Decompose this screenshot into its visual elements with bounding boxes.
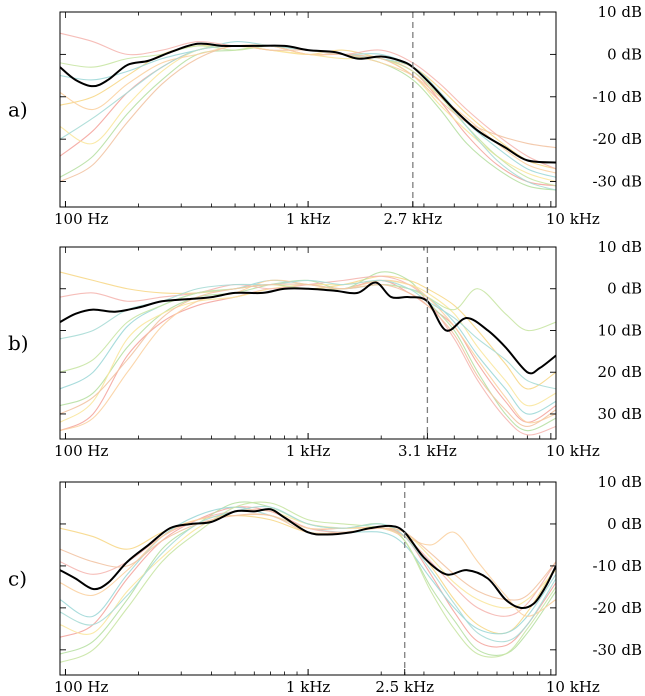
plot-frame — [59, 246, 557, 440]
plot-frame — [59, 11, 557, 208]
y-tick-label: -30 dB — [592, 173, 642, 191]
trial-curve — [60, 283, 556, 428]
x-tick-label: 2.7 kHz — [383, 210, 442, 228]
y-tick-label: -20 dB — [592, 599, 642, 617]
x-tick-label: 10 kHz — [546, 442, 600, 460]
y-tick-label: 10 dB — [598, 321, 642, 339]
y-tick-label: 30 dB — [598, 405, 642, 423]
x-tick-label: 100 Hz — [54, 210, 108, 228]
y-tick-label: 10 dB — [598, 238, 642, 256]
x-tick-label: 1 kHz — [286, 210, 330, 228]
trial-curve — [60, 32, 556, 170]
trial-curve — [60, 45, 556, 183]
panel-label: c) — [8, 567, 27, 591]
x-tick-label: 10 kHz — [546, 210, 600, 228]
trial-curve — [60, 275, 556, 436]
trial-curve — [60, 44, 556, 187]
plot-frame — [59, 481, 557, 676]
trial-curve — [60, 45, 556, 187]
x-tick-label: 1 kHz — [286, 442, 330, 460]
mean-curve — [60, 281, 556, 375]
plot-area — [60, 501, 556, 663]
x-tick-label: 3.1 kHz — [398, 442, 457, 460]
panel-3: 100 Hz 1 kHz 2.5 kHz 10 kHz 10 dB 0 dB -10 dB -… — [8, 473, 642, 696]
y-tick-label: -10 dB — [592, 88, 642, 106]
panel-label: b) — [8, 331, 29, 355]
plot-area — [60, 271, 556, 436]
x-tick-label: 1 kHz — [286, 678, 330, 696]
trial-curve — [60, 501, 556, 656]
x-tick-label: 2.5 kHz — [375, 678, 434, 696]
mean-curve — [60, 508, 556, 610]
trial-curve — [60, 44, 556, 174]
trial-curve — [60, 45, 556, 191]
panel-1: 100 Hz 1 kHz 2.7 kHz 10 kHz 10 dB 0 dB -10 dB -… — [8, 3, 642, 228]
trial-curve — [60, 284, 556, 373]
y-tick-label: 0 dB — [607, 45, 642, 63]
mean-curve — [60, 42, 556, 164]
trial-curve — [60, 506, 556, 643]
panel-2: 100 Hz 1 kHz 3.1 kHz 10 kHz 10 dB 0 dB 10 dB 20… — [8, 238, 642, 460]
y-tick-label: 0 dB — [607, 515, 642, 533]
y-tick-label: -30 dB — [592, 641, 642, 659]
panel-label: a) — [8, 98, 28, 122]
trial-curve — [60, 279, 556, 432]
trial-curve — [60, 501, 556, 663]
y-tick-label: 20 dB — [598, 363, 642, 381]
y-tick-label: 0 dB — [607, 280, 642, 298]
x-tick-label: 100 Hz — [54, 678, 108, 696]
y-tick-label: -10 dB — [592, 557, 642, 575]
trial-curve — [60, 279, 556, 432]
trial-curve — [60, 44, 556, 191]
x-tick-label: 10 kHz — [546, 678, 600, 696]
plot-area — [60, 32, 556, 191]
x-tick-label: 100 Hz — [54, 442, 108, 460]
y-tick-label: -20 dB — [592, 130, 642, 148]
y-tick-label: 10 dB — [598, 473, 642, 491]
y-tick-label: 10 dB — [598, 3, 642, 21]
